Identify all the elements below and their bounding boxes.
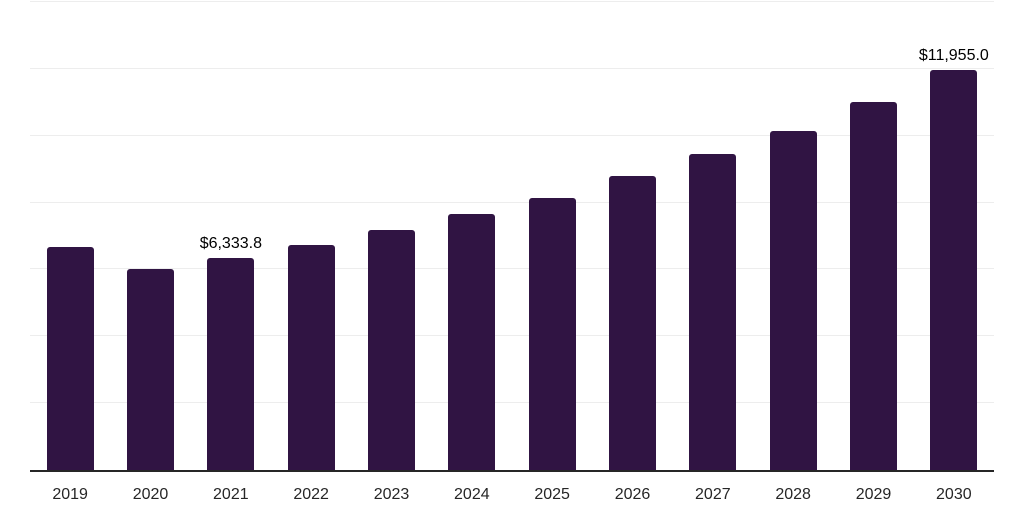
x-tick-label-2019: 2019	[52, 486, 88, 503]
gridline-8000	[30, 201, 994, 203]
bar-2029	[850, 101, 897, 470]
bar-2026	[609, 176, 656, 470]
x-tick-label-2020: 2020	[132, 486, 169, 503]
x-tick-label-2029: 2029	[855, 486, 892, 503]
bar-2030	[930, 70, 978, 470]
bar-2021	[207, 258, 255, 470]
x-tick-label-2022: 2022	[293, 486, 329, 503]
x-tick-label-2030: 2030	[936, 486, 972, 503]
x-tick-label-2021: 2021	[213, 486, 249, 503]
x-tick-label-2025: 2025	[534, 486, 570, 503]
gridline-12000	[30, 67, 994, 69]
x-tick-label-2023: 2023	[373, 486, 410, 503]
value-label-2021: $6,333.8	[199, 235, 262, 253]
bar-2028	[769, 130, 817, 470]
gridline-14000	[30, 1, 994, 2]
bar-2025	[528, 197, 576, 470]
bar-2023	[368, 230, 415, 470]
x-tick-label-2024: 2024	[454, 486, 490, 503]
value-label-2030: $11,955.0	[918, 47, 989, 65]
bar-2024	[448, 214, 496, 470]
bar-2019	[46, 247, 94, 470]
bar-2020	[127, 268, 174, 470]
gridline-10000	[30, 134, 994, 136]
gridline-6000	[30, 268, 994, 270]
plot-area: $6,333.8 $11,955.0	[30, 1, 994, 472]
x-tick-label-2028: 2028	[775, 486, 811, 503]
gridline-2000	[30, 402, 994, 404]
x-tick-label-2027: 2027	[695, 486, 731, 503]
bar-2027	[689, 154, 737, 470]
x-axis-labels: 2019 2020 2021 2022 2023 2024 2025 2026 2027 2028…	[30, 486, 994, 506]
x-tick-label-2026: 2026	[614, 486, 651, 503]
gridline-4000	[30, 335, 994, 337]
bar-2022	[287, 245, 335, 470]
